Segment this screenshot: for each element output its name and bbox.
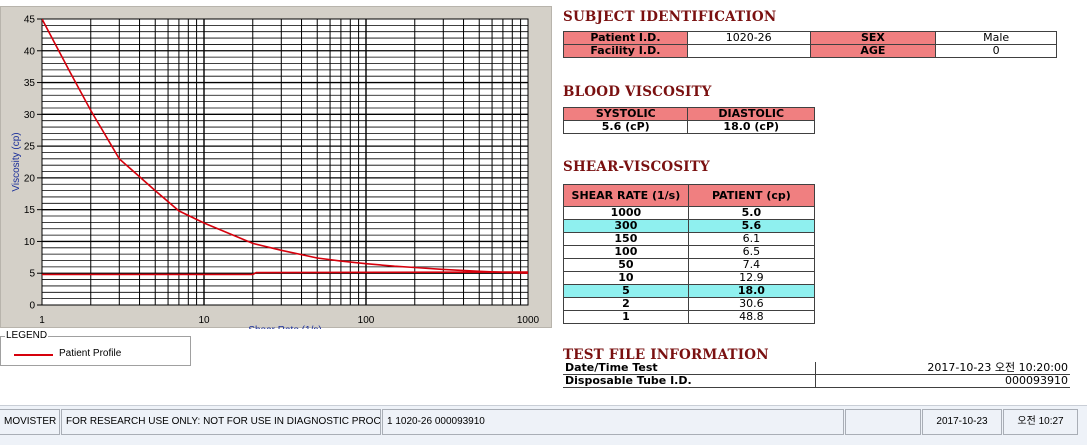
series-line-baseline [42, 271, 528, 276]
sex-value: Male [935, 31, 1057, 45]
facility-id-label: Facility I.D. [563, 44, 688, 58]
shear-rate-cell: 1 [563, 310, 689, 324]
table-row: 50 7.4 [563, 258, 816, 272]
test-file-information-title: TEST FILE INFORMATION [563, 347, 769, 363]
status-research-notice: FOR RESEARCH USE ONLY: NOT FOR USE IN DI… [61, 409, 381, 435]
shear-viscosity-table: SHEAR RATE (1/s) PATIENT (cp) 1000 5.0 3… [563, 184, 816, 324]
shear-rate-cell: 150 [563, 232, 689, 246]
subject-identification-table: Patient I.D. 1020-26 SEX Male Facility I… [563, 31, 1057, 58]
y-tick-label: 35 [24, 78, 36, 89]
facility-id-value [686, 44, 811, 58]
status-time: 오전 10:27 [1003, 409, 1078, 435]
status-bar: MOVISTER FOR RESEARCH USE ONLY: NOT FOR … [0, 405, 1087, 445]
table-row-highlighted: 300 5.6 [563, 219, 816, 233]
status-empty-panel [845, 409, 921, 435]
y-tick-label: 30 [24, 110, 36, 121]
diastolic-label: DIASTOLIC [687, 107, 815, 121]
disposable-tube-id-value: 000093910 [814, 374, 1070, 388]
systolic-label: SYSTOLIC [562, 107, 689, 121]
patient-value-cell: 12.9 [687, 271, 816, 285]
patient-value-cell: 30.6 [687, 297, 816, 311]
blood-viscosity-title: BLOOD VISCOSITY [563, 84, 712, 100]
shear-rate-cell: 1000 [563, 206, 689, 220]
y-tick-label: 25 [24, 142, 36, 153]
subject-identification-title: SUBJECT IDENTIFICATION [563, 9, 777, 25]
y-tick-label: 45 [24, 15, 36, 26]
x-tick-label: 100 [358, 315, 375, 326]
legend-label-patient-profile: Patient Profile [59, 348, 122, 359]
status-date: 2017-10-23 [922, 409, 1002, 435]
status-record-info: 1 1020-26 000093910 [382, 409, 844, 435]
y-tick-label: 5 [29, 269, 35, 280]
viscosity-chart-panel: 0 5 10 15 20 25 30 35 40 45 1 10 100 1000 Shear Rate (… [0, 6, 552, 330]
age-label: AGE [809, 44, 937, 58]
shear-rate-cell: 2 [563, 297, 689, 311]
shear-viscosity-title: SHEAR-VISCOSITY [563, 159, 710, 175]
legend-title: LEGEND [5, 330, 49, 342]
patient-value-cell: 5.6 [687, 219, 816, 233]
table-row: 100 6.5 [563, 245, 816, 259]
table-row: 2 30.6 [563, 297, 816, 311]
shear-rate-column-header: SHEAR RATE (1/s) [563, 184, 689, 207]
y-tick-label: 10 [24, 237, 36, 248]
blood-viscosity-table: SYSTOLIC DIASTOLIC 5.6 (cP) 18.0 (cP) [562, 107, 815, 134]
disposable-tube-id-label: Disposable Tube I.D. [563, 374, 815, 388]
patient-value-cell: 48.8 [687, 310, 816, 324]
table-row: 10 12.9 [563, 271, 816, 285]
sex-label: SEX [809, 31, 937, 45]
patient-value-cell: 5.0 [687, 206, 816, 220]
test-file-information-table: Date/Time Test 2017-10-23 오전 10:20:00 Di… [563, 362, 1070, 388]
x-tick-label: 1000 [517, 315, 540, 326]
shear-rate-cell: 300 [563, 219, 689, 233]
shear-rate-cell: 10 [563, 271, 689, 285]
y-tick-label: 40 [24, 46, 36, 57]
shear-rate-cell: 100 [563, 245, 689, 259]
status-app-name: MOVISTER [0, 409, 60, 435]
viscosity-chart: 0 5 10 15 20 25 30 35 40 45 1 10 100 1000 Shear Rate (… [11, 15, 540, 330]
patient-id-value: 1020-26 [686, 31, 811, 45]
age-value: 0 [935, 44, 1057, 58]
systolic-value: 5.6 (cP) [562, 120, 689, 134]
x-tick-label: 10 [198, 315, 210, 326]
shear-rate-cell: 50 [563, 258, 689, 272]
table-row: 1 48.8 [563, 310, 816, 324]
patient-value-cell: 6.1 [687, 232, 816, 246]
date-time-test-label: Date/Time Test [563, 362, 815, 375]
table-row: 150 6.1 [563, 232, 816, 246]
x-tick-label: 1 [39, 315, 45, 326]
date-time-test-value: 2017-10-23 오전 10:20:00 [814, 362, 1070, 375]
patient-column-header: PATIENT (cp) [687, 184, 816, 207]
patient-value-cell: 7.4 [687, 258, 816, 272]
series-line-patient-profile [42, 19, 528, 274]
plot-area [41, 18, 529, 306]
patient-value-cell: 18.0 [687, 284, 816, 298]
patient-id-label: Patient I.D. [563, 31, 688, 45]
patient-value-cell: 6.5 [687, 245, 816, 259]
table-row: 1000 5.0 [563, 206, 816, 220]
legend-swatch-patient-profile [14, 354, 53, 356]
y-tick-label: 20 [24, 173, 36, 184]
table-row-highlighted: 5 18.0 [563, 284, 816, 298]
legend: LEGEND Patient Profile [0, 330, 191, 366]
y-axis-label: Viscosity (cp) [11, 132, 22, 191]
shear-rate-cell: 5 [563, 284, 689, 298]
y-tick-label: 0 [29, 301, 35, 312]
x-axis-label: Shear Rate (1/s) [248, 325, 321, 329]
y-tick-label: 15 [24, 205, 36, 216]
diastolic-value: 18.0 (cP) [687, 120, 815, 134]
